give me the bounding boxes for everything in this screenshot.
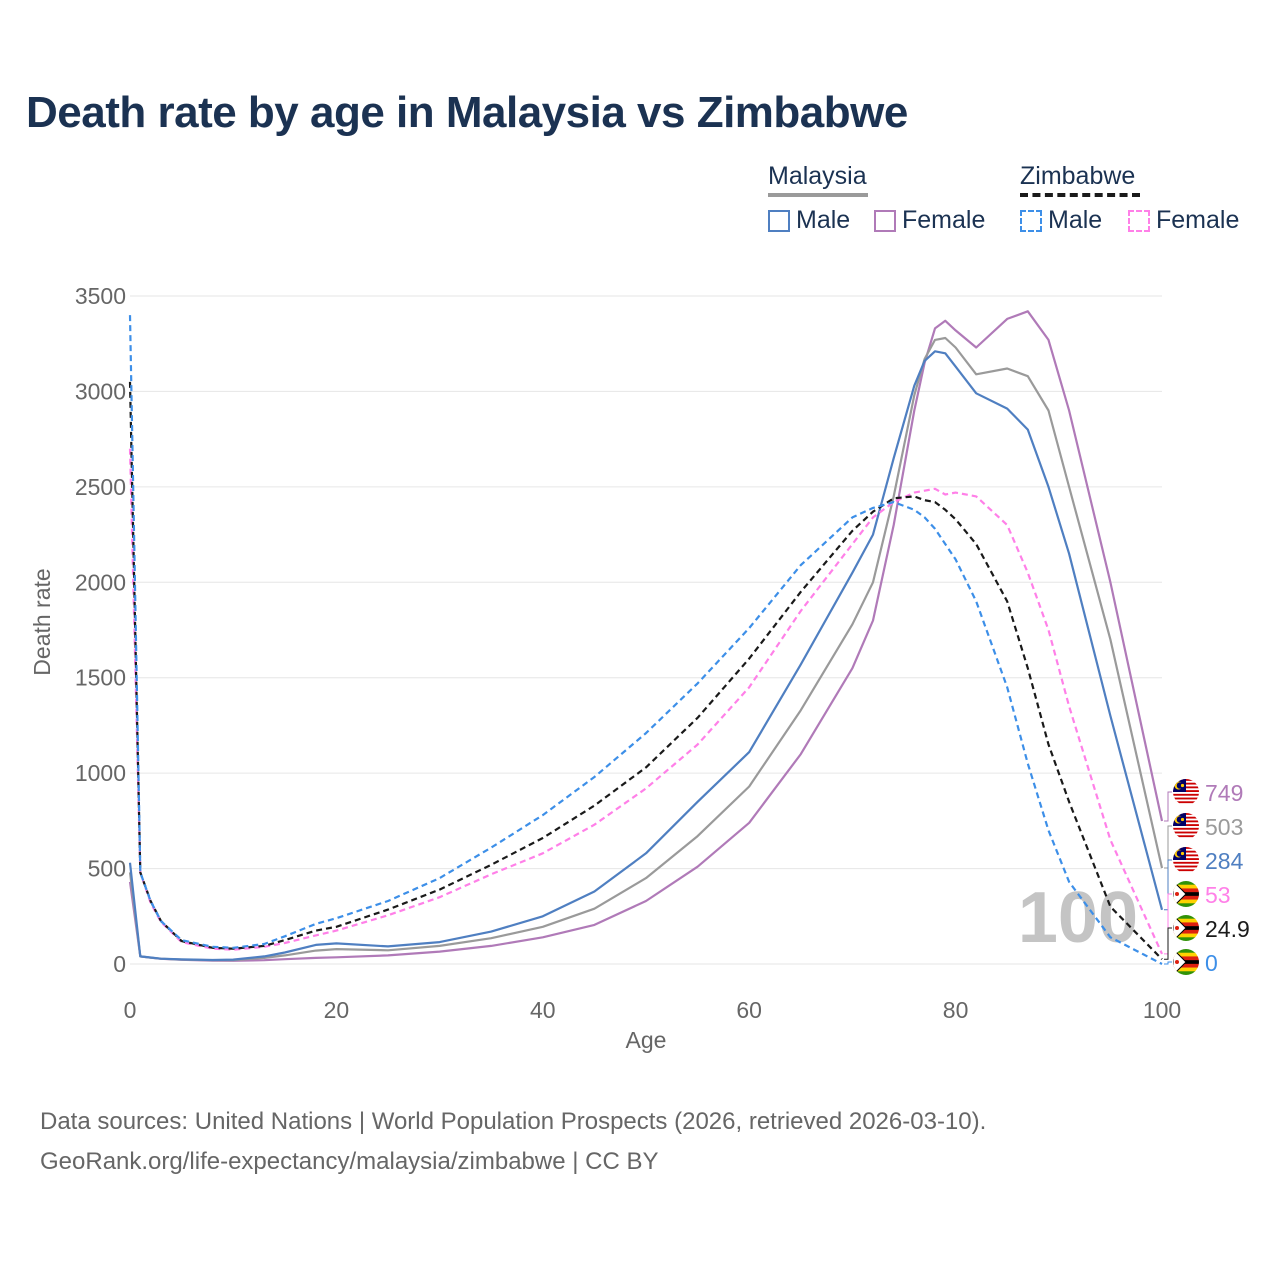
end-value-label: 503 [1205,814,1243,840]
year-watermark: 100 [1018,878,1138,958]
end-value-label: 24.9 [1205,916,1250,942]
legend-malaysia: Malaysia Male Female [768,162,998,242]
x-tick-label: 40 [530,997,556,1023]
y-tick-label: 0 [113,951,126,977]
y-tick-label: 1500 [75,665,126,691]
x-axis-label: Age [626,1027,667,1053]
zimbabwe-flag-icon [1173,881,1199,907]
x-axis-ticks: 0 20 40 60 80 100 [124,997,1182,1023]
legend-heading-malaysia: Malaysia [768,162,868,197]
series-lines [128,310,1164,965]
end-label-connector [1164,825,1172,869]
legend-swatch-zimbabwe-male [1020,209,1042,232]
footer-sources: Data sources: United Nations | World Pop… [40,1108,987,1135]
legend-swatch-zimbabwe-female [1128,209,1150,232]
end-value-label: 749 [1205,780,1243,806]
end-value-label: 53 [1205,882,1231,908]
end-label-connector [1164,927,1172,960]
y-tick-label: 2500 [75,474,126,500]
chart-title: Death rate by age in Malaysia vs Zimbabw… [26,88,908,137]
y-tick-label: 500 [88,856,126,882]
series-line-zimbabwe-total [128,381,1163,960]
legend-swatch-malaysia-male [768,209,790,232]
legend-line-malaysia [768,193,868,197]
legend-item-malaysia-female: Female [874,206,985,235]
legend-item-malaysia-male: Male [768,206,850,235]
malaysia-flag-icon [1173,813,1199,839]
y-tick-label: 1000 [75,760,126,786]
end-value-label: 0 [1205,950,1218,976]
x-tick-label: 60 [736,997,762,1023]
series-line-zimbabwe-female [128,448,1164,955]
x-tick-label: 20 [324,997,350,1023]
end-label-connector [1164,791,1172,822]
malaysia-flag-icon [1173,847,1199,873]
series-line-malaysia-total [128,336,1164,962]
end-label-connector [1164,961,1172,965]
malaysia-flag-icon [1173,779,1199,805]
end-label-connector [1164,859,1172,911]
end-label-connector [1164,893,1172,955]
y-tick-label: 3500 [75,283,126,309]
series-line-zimbabwe-male [128,315,1163,965]
legend-line-zimbabwe [1020,193,1140,197]
y-axis-label: Death rate [29,568,55,675]
x-tick-label: 100 [1143,997,1181,1023]
x-tick-label: 80 [943,997,969,1023]
y-axis-ticks: 0 500 1000 1500 2000 2500 3000 3500 [75,283,126,977]
legend-item-zimbabwe-female: Female [1128,206,1239,235]
series-line-malaysia-male [128,350,1164,962]
legend-item-zimbabwe-male: Male [1020,206,1102,235]
legend-zimbabwe: Zimbabwe Male Female [1020,162,1260,242]
legend-heading-zimbabwe: Zimbabwe [1020,162,1140,197]
y-tick-label: 2000 [75,569,126,595]
y-tick-label: 3000 [75,378,126,404]
end-labels: 749 503 284 53 24.9 0 [1164,779,1250,976]
end-value-label: 284 [1205,848,1244,874]
x-tick-label: 0 [124,997,137,1023]
grid-lines [130,295,1162,965]
zimbabwe-flag-icon [1173,915,1199,941]
footer-url: GeoRank.org/life-expectancy/malaysia/zim… [40,1148,659,1175]
zimbabwe-flag-icon [1173,949,1199,975]
legend-swatch-malaysia-female [874,209,896,232]
